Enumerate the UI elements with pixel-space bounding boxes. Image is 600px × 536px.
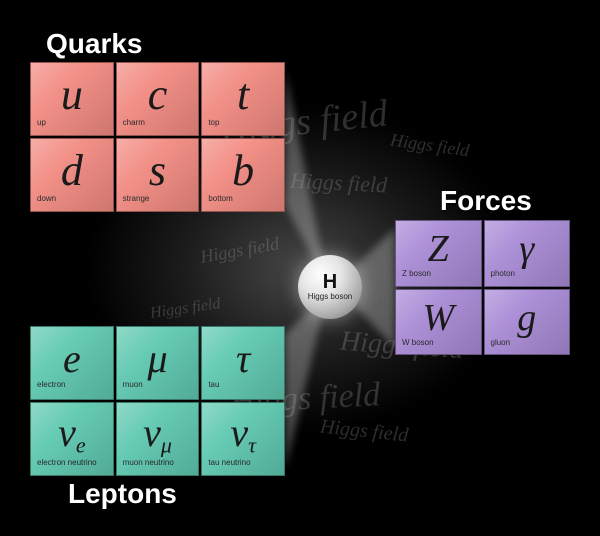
particle-label: W boson — [402, 339, 475, 347]
forces-title: Forces — [440, 185, 532, 217]
particle-symbol: ντ — [208, 413, 278, 457]
particle-label: strange — [123, 195, 193, 203]
leptons-cell-electron-neutrino: νe electron neutrino — [30, 402, 114, 476]
leptons-cell-tau: τ tau — [201, 326, 285, 400]
particle-symbol: τ — [208, 339, 278, 379]
higgs-symbol: H — [323, 272, 337, 292]
forces-cell-W-boson: W W boson — [395, 289, 482, 356]
particle-label: tau neutrino — [208, 459, 278, 467]
particle-symbol: b — [208, 149, 278, 193]
particle-label: tau — [208, 381, 278, 389]
particle-label: muon neutrino — [123, 459, 193, 467]
leptons-cell-muon: μ muon — [116, 326, 200, 400]
leptons-cell-electron: e electron — [30, 326, 114, 400]
quarks-cell-down: d down — [30, 138, 114, 212]
quarks-grid: u up c charm t top d down s strange b bottom — [30, 62, 285, 212]
forces-cell-photon: γ photon — [484, 220, 571, 287]
leptons-title: Leptons — [68, 478, 177, 510]
particle-symbol: t — [208, 73, 278, 117]
particle-label: electron neutrino — [37, 459, 107, 467]
particle-symbol: e — [37, 339, 107, 379]
quarks-cell-charm: c charm — [116, 62, 200, 136]
particle-symbol: s — [123, 149, 193, 193]
particle-symbol: μ — [123, 339, 193, 379]
particle-label: top — [208, 119, 278, 127]
particle-symbol: c — [123, 73, 193, 117]
leptons-grid: e electron μ muon τ tau νe electron neutrino νμ m… — [30, 326, 285, 476]
quarks-cell-up: u up — [30, 62, 114, 136]
higgs-label: Higgs boson — [308, 293, 352, 301]
particle-symbol: u — [37, 73, 107, 117]
particle-label: down — [37, 195, 107, 203]
particle-symbol: γ — [491, 230, 564, 268]
particle-symbol: νμ — [123, 413, 193, 457]
particle-symbol: d — [37, 149, 107, 193]
quarks-title: Quarks — [46, 28, 143, 60]
forces-cell-gluon: g gluon — [484, 289, 571, 356]
particle-label: gluon — [491, 339, 564, 347]
particle-symbol: Z — [402, 230, 475, 268]
leptons-cell-muon-neutrino: νμ muon neutrino — [116, 402, 200, 476]
quarks-cell-top: t top — [201, 62, 285, 136]
quarks-cell-strange: s strange — [116, 138, 200, 212]
particle-label: up — [37, 119, 107, 127]
particle-label: electron — [37, 381, 107, 389]
particle-label: charm — [123, 119, 193, 127]
higgs-boson: H Higgs boson — [298, 255, 362, 319]
particle-label: bottom — [208, 195, 278, 203]
particle-symbol: νe — [37, 413, 107, 457]
particle-label: muon — [123, 381, 193, 389]
leptons-cell-tau-neutrino: ντ tau neutrino — [201, 402, 285, 476]
quarks-cell-bottom: b bottom — [201, 138, 285, 212]
particle-symbol: g — [491, 299, 564, 337]
forces-grid: Z Z boson γ photon W W boson g gluon — [395, 220, 570, 355]
particle-label: photon — [491, 270, 564, 278]
particle-symbol: W — [402, 299, 475, 337]
forces-cell-Z-boson: Z Z boson — [395, 220, 482, 287]
particle-label: Z boson — [402, 270, 475, 278]
